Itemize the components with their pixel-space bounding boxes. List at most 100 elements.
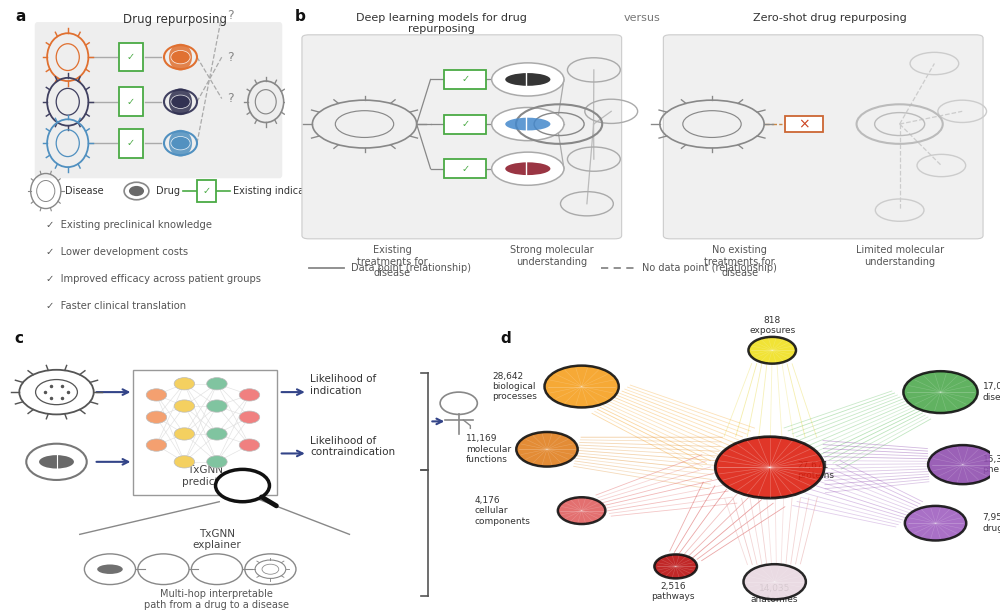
Text: b: b — [295, 9, 306, 25]
Circle shape — [654, 554, 697, 579]
Ellipse shape — [129, 186, 144, 196]
Circle shape — [26, 444, 87, 480]
Text: d: d — [500, 331, 511, 346]
FancyBboxPatch shape — [444, 115, 486, 134]
Text: 28,642
biological
processes: 28,642 biological processes — [492, 371, 537, 402]
Ellipse shape — [171, 95, 190, 109]
FancyBboxPatch shape — [444, 70, 486, 89]
FancyBboxPatch shape — [119, 129, 143, 158]
FancyBboxPatch shape — [444, 159, 486, 178]
Text: ✓  Improved efficacy across patient groups: ✓ Improved efficacy across patient group… — [46, 274, 261, 284]
Circle shape — [715, 436, 824, 498]
Text: ×: × — [798, 117, 810, 131]
Circle shape — [174, 378, 195, 390]
Circle shape — [216, 470, 269, 501]
Circle shape — [239, 411, 260, 424]
Ellipse shape — [171, 137, 190, 150]
Circle shape — [492, 152, 564, 185]
Circle shape — [492, 107, 564, 140]
Ellipse shape — [39, 455, 74, 468]
Text: Data point (relationship): Data point (relationship) — [351, 262, 471, 273]
Text: ✓: ✓ — [127, 97, 135, 107]
FancyBboxPatch shape — [197, 180, 216, 202]
Text: a: a — [16, 9, 26, 25]
Circle shape — [207, 428, 227, 440]
Circle shape — [169, 88, 192, 115]
Text: TxGNN
explainer: TxGNN explainer — [193, 529, 241, 550]
Text: ?: ? — [227, 92, 233, 105]
Ellipse shape — [505, 118, 550, 131]
Circle shape — [516, 432, 578, 466]
Circle shape — [174, 455, 195, 468]
Text: 11,169
molecular
functions: 11,169 molecular functions — [466, 435, 511, 464]
Circle shape — [239, 439, 260, 451]
Text: Disease: Disease — [65, 186, 104, 196]
Circle shape — [207, 378, 227, 390]
Text: c: c — [15, 331, 24, 346]
FancyBboxPatch shape — [302, 35, 622, 239]
Text: ?: ? — [227, 51, 233, 64]
Text: 2,516
pathways: 2,516 pathways — [651, 582, 695, 601]
Text: ?: ? — [227, 9, 233, 22]
Text: 7,957
drugs: 7,957 drugs — [983, 514, 1000, 533]
Text: ✓: ✓ — [127, 138, 135, 148]
Text: 15,311
phenotypes: 15,311 phenotypes — [983, 455, 1000, 474]
Circle shape — [239, 389, 260, 401]
Text: Zero-shot drug repurposing: Zero-shot drug repurposing — [753, 12, 907, 23]
Text: Deep learning models for drug
repurposing: Deep learning models for drug repurposin… — [356, 12, 526, 34]
Text: ✓  Lower development costs: ✓ Lower development costs — [46, 247, 188, 257]
Text: Likelihood of
indication: Likelihood of indication — [310, 375, 376, 396]
Text: TxGNN
predictor: TxGNN predictor — [182, 465, 229, 487]
Circle shape — [169, 130, 192, 156]
Circle shape — [146, 411, 167, 424]
Circle shape — [146, 389, 167, 401]
Text: ✓: ✓ — [127, 52, 135, 62]
Circle shape — [903, 371, 978, 413]
Circle shape — [928, 445, 997, 484]
Text: 17,080
diseases: 17,080 diseases — [983, 383, 1000, 402]
Circle shape — [743, 564, 806, 600]
Circle shape — [748, 337, 796, 364]
Text: Existing indication: Existing indication — [233, 186, 323, 196]
Text: ✓  Faster clinical translation: ✓ Faster clinical translation — [46, 301, 186, 311]
Ellipse shape — [97, 565, 123, 574]
Text: Existing
treatments for
disease: Existing treatments for disease — [357, 245, 428, 278]
Text: Drug: Drug — [156, 186, 180, 196]
Circle shape — [207, 455, 227, 468]
Text: Limited molecular
understanding: Limited molecular understanding — [856, 245, 944, 267]
Text: No data point (relationship): No data point (relationship) — [642, 262, 777, 273]
FancyBboxPatch shape — [119, 43, 143, 72]
Circle shape — [169, 44, 192, 70]
Text: 14,035
anatomies: 14,035 anatomies — [751, 584, 798, 604]
Text: ✓: ✓ — [461, 74, 469, 85]
Text: Strong molecular
understanding: Strong molecular understanding — [510, 245, 594, 267]
Circle shape — [905, 506, 966, 541]
FancyBboxPatch shape — [119, 88, 143, 116]
Circle shape — [558, 497, 605, 524]
FancyBboxPatch shape — [133, 370, 277, 495]
Ellipse shape — [505, 73, 550, 86]
Text: Drug repurposing: Drug repurposing — [123, 12, 227, 26]
Circle shape — [207, 400, 227, 412]
Text: No existing
treatments for
disease: No existing treatments for disease — [704, 245, 775, 278]
Circle shape — [174, 400, 195, 412]
Text: ✓: ✓ — [461, 119, 469, 129]
Text: Likelihood of
contraindication: Likelihood of contraindication — [310, 436, 395, 457]
FancyBboxPatch shape — [663, 35, 983, 239]
Circle shape — [146, 439, 167, 451]
Text: versus: versus — [624, 12, 661, 23]
FancyBboxPatch shape — [785, 116, 823, 132]
Ellipse shape — [505, 162, 550, 175]
Text: ✓: ✓ — [203, 186, 211, 196]
Text: 4,176
cellular
components: 4,176 cellular components — [475, 496, 531, 525]
Ellipse shape — [171, 50, 190, 64]
Circle shape — [492, 63, 564, 96]
Text: ✓  Existing preclinical knowledge: ✓ Existing preclinical knowledge — [46, 219, 212, 230]
Text: 818
exposures: 818 exposures — [749, 316, 795, 335]
Text: 27,671
proteins: 27,671 proteins — [797, 460, 834, 480]
Circle shape — [174, 428, 195, 440]
Text: Multi-hop interpretable
path from a drug to a disease: Multi-hop interpretable path from a drug… — [144, 588, 289, 611]
Text: ✓: ✓ — [461, 164, 469, 173]
Circle shape — [544, 365, 619, 408]
FancyBboxPatch shape — [35, 22, 282, 178]
